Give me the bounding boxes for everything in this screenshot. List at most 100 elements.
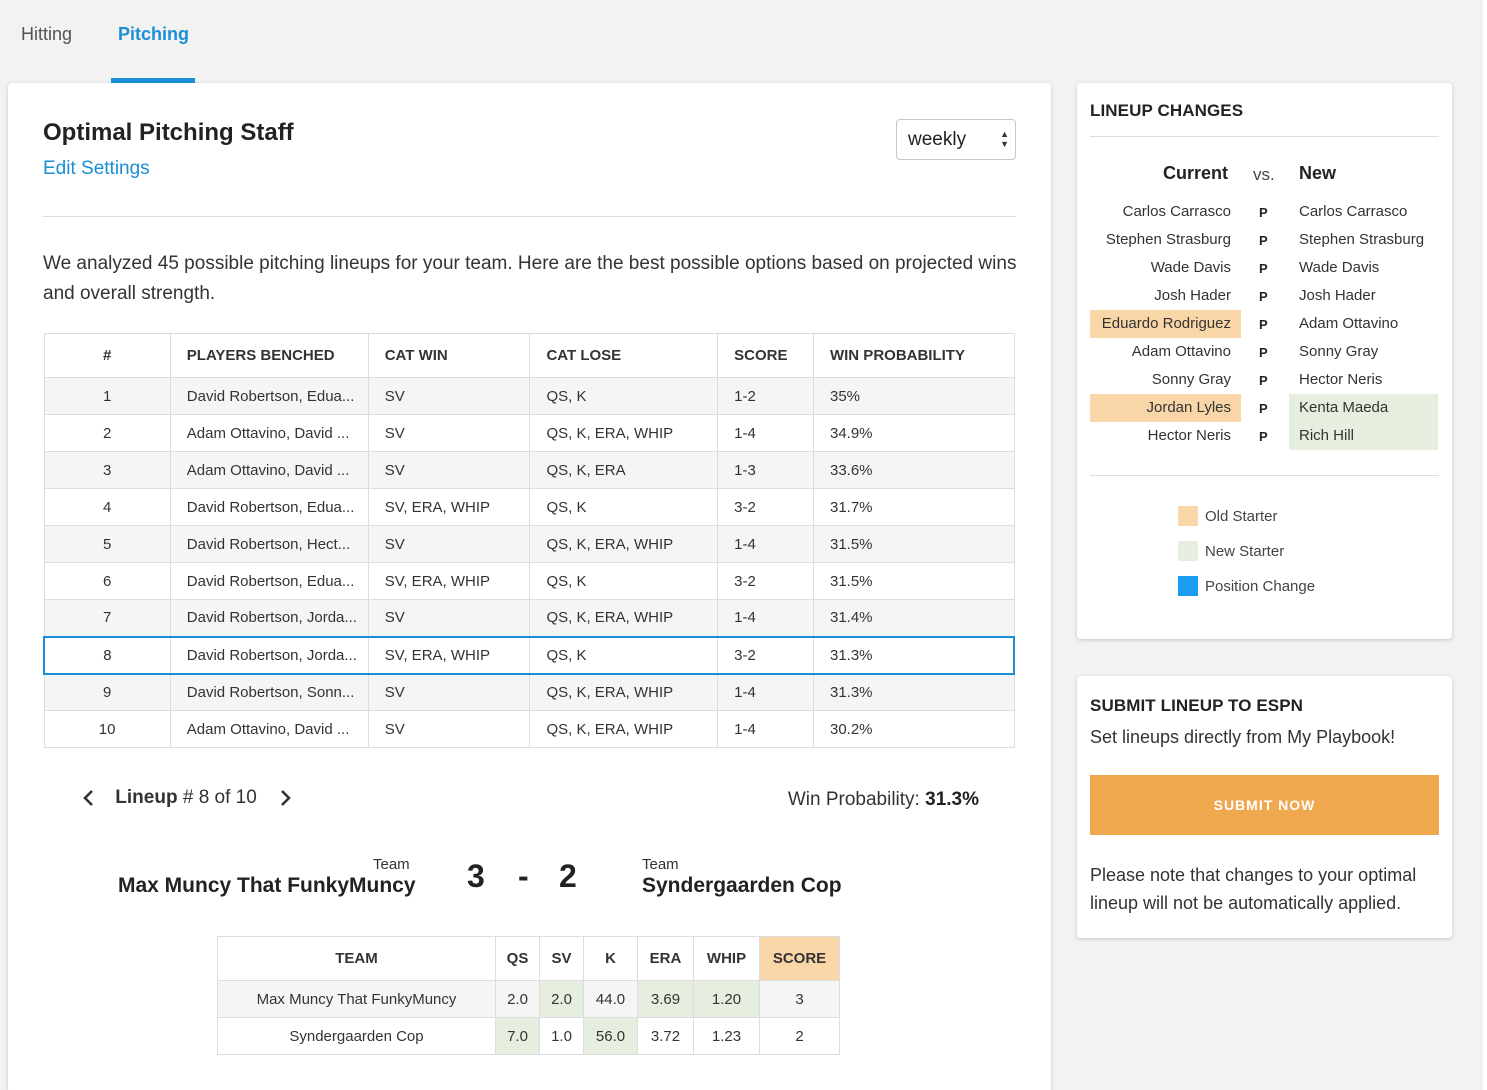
table-row[interactable]: 7 David Robertson, Jorda... SV QS, K, ERA, … [43,599,1015,637]
lineup-changes-title: LINEUP CHANGES [1090,101,1244,120]
cell-cat-win: SV [367,710,531,748]
cat-header-whip: WHIP [693,936,760,981]
table-row-selected[interactable]: 8 David Robertson, Jorda... SV, ERA, WHIP Q… [42,635,1015,675]
new-player: Carlos Carrasco [1299,203,1408,220]
cat-header-k: K [583,936,638,981]
cell-cat-lose: QS, K, ERA, WHIP [529,414,719,452]
cell-win-probability: 33.6% [812,451,1015,489]
col-header-win-probability: WIN PROBABILITY [812,333,1015,378]
vs-label: vs. [1253,165,1275,184]
table-row[interactable]: 6 David Robertson, Edua... SV, ERA, WHIP QS… [43,562,1015,600]
away-score: 2 [559,858,577,894]
chevron-right-icon[interactable] [274,787,296,809]
cell-players-benched: David Robertson, Jorda... [169,599,369,637]
submit-lineup-card: SUBMIT LINEUP TO ESPN Set lineups direct… [1077,676,1452,938]
cell-players-benched: Adam Ottavino, David ... [169,710,369,748]
table-row[interactable]: 2 Adam Ottavino, David ... SV QS, K, ERA, W… [43,414,1015,452]
category-team-name: Syndergaarden Cop [217,1017,496,1055]
win-probability-summary: Win Probability: 31.3% [788,789,979,811]
cell-cat-win: SV [367,377,531,415]
cell-win-probability: 31.5% [812,562,1015,600]
cell-players-benched: David Robertson, Sonn... [169,673,369,711]
cell-cat-lose: QS, K, ERA [529,451,719,489]
cell-win-probability: 31.3% [812,673,1015,711]
current-column-header: Current [1163,163,1229,183]
position-label: P [1259,401,1268,416]
position-label: P [1259,373,1268,388]
cat-header-team: TEAM [217,936,496,981]
new-player: Hector Neris [1299,371,1383,388]
table-row[interactable]: 3 Adam Ottavino, David ... SV QS, K, ERA 1-3… [43,451,1015,489]
position-label: P [1259,289,1268,304]
cat-header-score: SCORE [759,936,840,981]
cell-players-benched: Adam Ottavino, David ... [169,451,369,489]
category-header-row: TEAM QS SV K ERA WHIP SCORE [217,936,840,981]
submit-subtitle: Set lineups directly from My Playbook! [1090,727,1396,747]
col-header-cat-win: CAT WIN [367,333,531,378]
active-tab-indicator [111,78,195,83]
cell-num: 2 [43,414,171,452]
home-score: 3 [467,858,485,894]
table-row[interactable]: 9 David Robertson, Sonn... SV QS, K, ERA, W… [43,673,1015,711]
cell-cat-lose: QS, K, ERA, WHIP [529,673,719,711]
cell-cat-win: SV [367,599,531,637]
cell-cat-win: SV, ERA, WHIP [367,562,531,600]
table-row[interactable]: 4 David Robertson, Edua... SV, ERA, WHIP QS… [43,488,1015,526]
category-value-era: 3.72 [637,1017,694,1055]
period-select[interactable]: weekly ▲ ▼ [896,119,1016,160]
cell-win-probability: 31.3% [812,635,1015,675]
divider [1090,136,1439,137]
category-score: 2 [759,1017,840,1055]
cell-players-benched: Adam Ottavino, David ... [169,414,369,452]
cell-players-benched: David Robertson, Jorda... [169,635,369,675]
new-player: Wade Davis [1299,259,1380,276]
away-team-label: Team [642,856,679,873]
category-value-whip: 1.23 [693,1017,760,1055]
cell-num: 8 [42,635,171,675]
score-separator: - [518,858,529,894]
tab-pitching[interactable]: Pitching [118,24,189,44]
select-arrows-icon: ▲ ▼ [1000,129,1009,149]
home-team-name: Max Muncy That FunkyMuncy [118,874,416,897]
category-value-k: 56.0 [583,1017,638,1055]
cell-num: 10 [43,710,171,748]
cell-win-probability: 35% [812,377,1015,415]
cell-num: 9 [43,673,171,711]
new-player: Rich Hill [1289,422,1438,450]
new-column-header: New [1299,163,1337,183]
cell-score: 1-4 [717,414,814,452]
away-team-name: Syndergaarden Cop [642,874,842,897]
position-label: P [1259,345,1268,360]
cell-cat-lose: QS, K [529,562,719,600]
table-row[interactable]: 5 David Robertson, Hect... SV QS, K, ERA, W… [43,525,1015,563]
category-value-k: 44.0 [583,980,638,1018]
optimal-pitching-card: Optimal Pitching Staff Edit Settings wee… [8,83,1051,1090]
col-header-cat-lose: CAT LOSE [529,333,719,378]
cat-header-qs: QS [495,936,540,981]
current-player: Hector Neris [1147,427,1231,444]
cell-score: 3-2 [717,488,814,526]
category-team-name: Max Muncy That FunkyMuncy [217,980,496,1018]
legend-old-starter-label: Old Starter [1205,508,1278,525]
cell-cat-win: SV, ERA, WHIP [367,488,531,526]
cell-score: 1-4 [717,525,814,563]
cell-cat-lose: QS, K [529,377,719,415]
submit-title: SUBMIT LINEUP TO ESPN [1090,696,1304,715]
cell-num: 7 [43,599,171,637]
tab-hitting[interactable]: Hitting [21,24,73,44]
cell-win-probability: 31.4% [812,599,1015,637]
table-row[interactable]: 1 David Robertson, Edua... SV QS, K 1-2 35% [43,377,1015,415]
divider [1090,475,1439,476]
chevron-left-icon[interactable] [78,787,100,809]
cell-score: 3-2 [717,635,814,675]
cat-header-era: ERA [637,936,694,981]
cell-cat-lose: QS, K [529,635,719,675]
position-label: P [1259,205,1268,220]
cell-cat-win: SV [367,525,531,563]
lineup-number: # 8 of 10 [182,787,257,808]
submit-now-button[interactable]: SUBMIT NOW [1090,775,1439,835]
table-row[interactable]: 10 Adam Ottavino, David ... SV QS, K, ERA, … [43,710,1015,748]
edit-settings-link[interactable]: Edit Settings [43,158,150,179]
cell-cat-lose: QS, K, ERA, WHIP [529,525,719,563]
current-player: Stephen Strasburg [1105,231,1231,248]
